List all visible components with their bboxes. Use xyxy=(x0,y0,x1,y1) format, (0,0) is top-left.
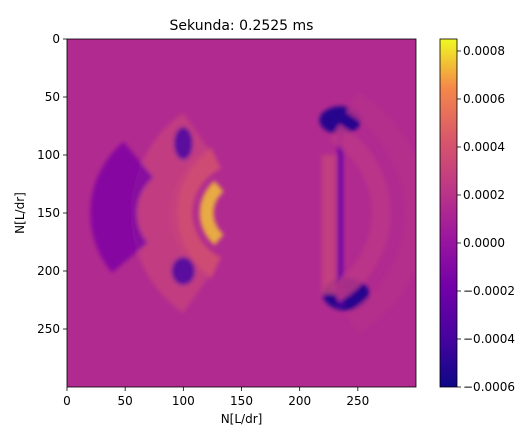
x-tick-label: 100 xyxy=(172,394,195,408)
colorbar-tick-label: 0.0000 xyxy=(463,236,505,250)
colorbar-tick-label: −0.0004 xyxy=(463,332,515,346)
y-tick-label: 150 xyxy=(37,206,60,220)
colorbar-tick-label: 0.0006 xyxy=(463,92,505,106)
y-tick-label: 100 xyxy=(37,148,60,162)
colorbar: 0.0008 0.0006 0.0004 0.0002 0.0000 −0.0002 −0.… xyxy=(439,38,515,394)
y-axis-label: N[L/dr] xyxy=(13,192,27,234)
x-tick-label: 0 xyxy=(63,394,71,408)
y-tick-label: 250 xyxy=(37,322,60,336)
y-tick-label: 0 xyxy=(52,32,60,46)
colorbar-tick-label: −0.0006 xyxy=(463,380,515,394)
field-arc-11 xyxy=(329,124,391,302)
y-tick-label: 50 xyxy=(45,90,60,104)
field-blob-5 xyxy=(171,257,195,285)
x-axis: 0 50 100 150 200 250 xyxy=(63,387,369,408)
y-axis: 0 50 100 150 200 250 xyxy=(37,32,67,336)
y-tick-label: 200 xyxy=(37,264,60,278)
colorbar-frame xyxy=(439,38,458,388)
colorbar-tick-label: 0.0008 xyxy=(463,44,505,58)
field-band-9 xyxy=(321,155,336,295)
x-tick-label: 250 xyxy=(346,394,369,408)
x-axis-label: N[L/dr] xyxy=(221,412,263,426)
x-tick-label: 150 xyxy=(230,394,253,408)
field-blob-4 xyxy=(174,127,193,160)
chart-title: Sekunda: 0.2525 ms xyxy=(170,18,314,34)
field-band-8 xyxy=(337,131,344,306)
field-arc-1 xyxy=(169,147,222,279)
field-arc-3 xyxy=(90,141,155,273)
colorbar-tick-label: 0.0004 xyxy=(463,140,505,154)
heatmap-area xyxy=(67,39,416,387)
colorbar-gradient xyxy=(440,39,457,387)
colorbar-tick-label: 0.0002 xyxy=(463,188,505,202)
x-tick-label: 50 xyxy=(118,394,133,408)
colorbar-tick-label: −0.0002 xyxy=(463,284,515,298)
x-tick-label: 200 xyxy=(288,394,311,408)
field-arc-0 xyxy=(199,180,224,246)
